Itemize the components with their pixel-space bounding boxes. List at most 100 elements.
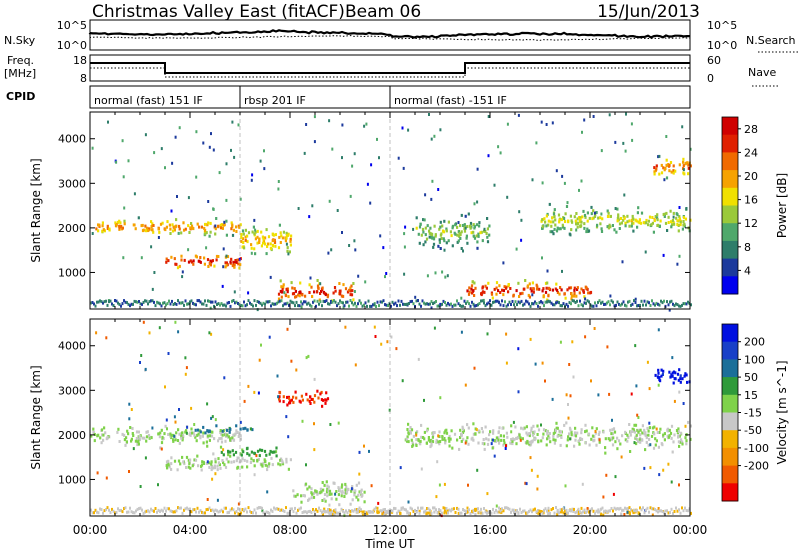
- range-cell: [628, 512, 631, 516]
- range-cell: [536, 424, 539, 428]
- range-cell: [538, 301, 541, 305]
- range-cell: [687, 172, 690, 176]
- range-cell: [304, 510, 307, 514]
- range-cell: [330, 300, 332, 304]
- range-cell: [139, 302, 142, 306]
- range-cell: [310, 398, 313, 401]
- range-cell: [468, 224, 472, 228]
- colorbar-tick-label: -50: [744, 424, 762, 437]
- range-cell: [232, 438, 236, 442]
- range-cell: [378, 510, 380, 514]
- range-cell: [303, 494, 306, 498]
- range-cell: [491, 446, 494, 450]
- range-cell: [354, 248, 357, 252]
- range-cell: [469, 221, 473, 225]
- range-cell: [269, 246, 272, 250]
- range-cell: [514, 425, 517, 429]
- range-cell: [458, 447, 461, 451]
- range-cell: [277, 297, 281, 301]
- range-cell: [547, 508, 550, 512]
- range-cell: [682, 168, 685, 172]
- range-cell: [246, 465, 249, 469]
- range-cell: [564, 296, 567, 300]
- range-cell: [132, 223, 135, 227]
- range-cell: [335, 490, 338, 493]
- range-cell: [185, 366, 188, 370]
- range-cell: [451, 244, 454, 248]
- colorbar-tick-label: 12: [744, 217, 758, 230]
- range-cell: [563, 226, 566, 230]
- range-cell: [403, 245, 406, 249]
- range-cell: [289, 399, 292, 403]
- range-cell: [201, 302, 203, 306]
- range-cell: [675, 302, 677, 306]
- range-cell: [202, 460, 205, 464]
- range-cell: [473, 294, 476, 297]
- range-cell: [135, 509, 137, 513]
- range-cell: [544, 379, 546, 383]
- range-cell: [146, 430, 149, 434]
- range-cell: [440, 237, 443, 240]
- range-cell: [567, 435, 570, 439]
- range-cell: [167, 459, 170, 463]
- range-cell: [225, 261, 228, 265]
- range-cell: [407, 422, 410, 426]
- range-cell: [505, 304, 508, 308]
- range-cell: [486, 492, 489, 496]
- range-cell: [442, 237, 445, 241]
- range-cell: [217, 510, 220, 514]
- range-cell: [432, 431, 435, 434]
- range-cell: [549, 300, 551, 304]
- range-cell: [136, 440, 139, 444]
- range-cell: [308, 485, 311, 489]
- range-cell: [492, 429, 495, 433]
- range-cell: [153, 151, 156, 155]
- range-cell: [211, 508, 214, 512]
- range-cell: [634, 344, 637, 348]
- range-cell: [244, 304, 247, 308]
- x-tick-label: 00:00: [673, 523, 708, 537]
- range-cell: [678, 444, 681, 448]
- range-cell: [415, 299, 418, 303]
- range-cell: [355, 483, 358, 487]
- range-cell: [610, 436, 613, 440]
- range-cell: [303, 300, 305, 304]
- range-cell: [227, 460, 230, 464]
- range-cell: [578, 188, 580, 192]
- range-cell: [423, 218, 426, 222]
- range-cell: [554, 287, 557, 291]
- range-cell: [270, 304, 272, 308]
- range-cell: [297, 207, 300, 210]
- range-cell: [160, 428, 163, 432]
- range-cell: [651, 507, 653, 511]
- range-cell: [437, 244, 440, 248]
- range-cell: [541, 226, 544, 230]
- range-cell: [189, 431, 192, 435]
- range-cell: [102, 438, 105, 442]
- range-cell: [650, 223, 653, 227]
- range-cell: [147, 509, 149, 513]
- range-cell: [159, 509, 161, 513]
- range-cell: [450, 234, 453, 238]
- range-cell: [501, 288, 504, 292]
- range-cell: [663, 299, 665, 303]
- range-cell: [467, 442, 470, 446]
- range-cell: [360, 508, 362, 512]
- range-cell: [483, 229, 486, 233]
- range-cell: [510, 303, 512, 306]
- range-cell: [313, 394, 317, 398]
- range-cell: [597, 508, 600, 512]
- range-cell: [412, 443, 415, 447]
- range-cell: [322, 299, 325, 303]
- range-cell: [549, 230, 552, 234]
- range-cell: [152, 230, 155, 234]
- range-cell: [585, 230, 588, 234]
- range-cell: [598, 510, 601, 514]
- range-cell: [282, 400, 285, 404]
- range-cell: [647, 443, 650, 447]
- range-cell: [445, 229, 448, 233]
- range-cell: [123, 206, 126, 210]
- range-cell: [436, 304, 439, 308]
- range-cell: [358, 450, 361, 454]
- range-cell: [682, 302, 685, 306]
